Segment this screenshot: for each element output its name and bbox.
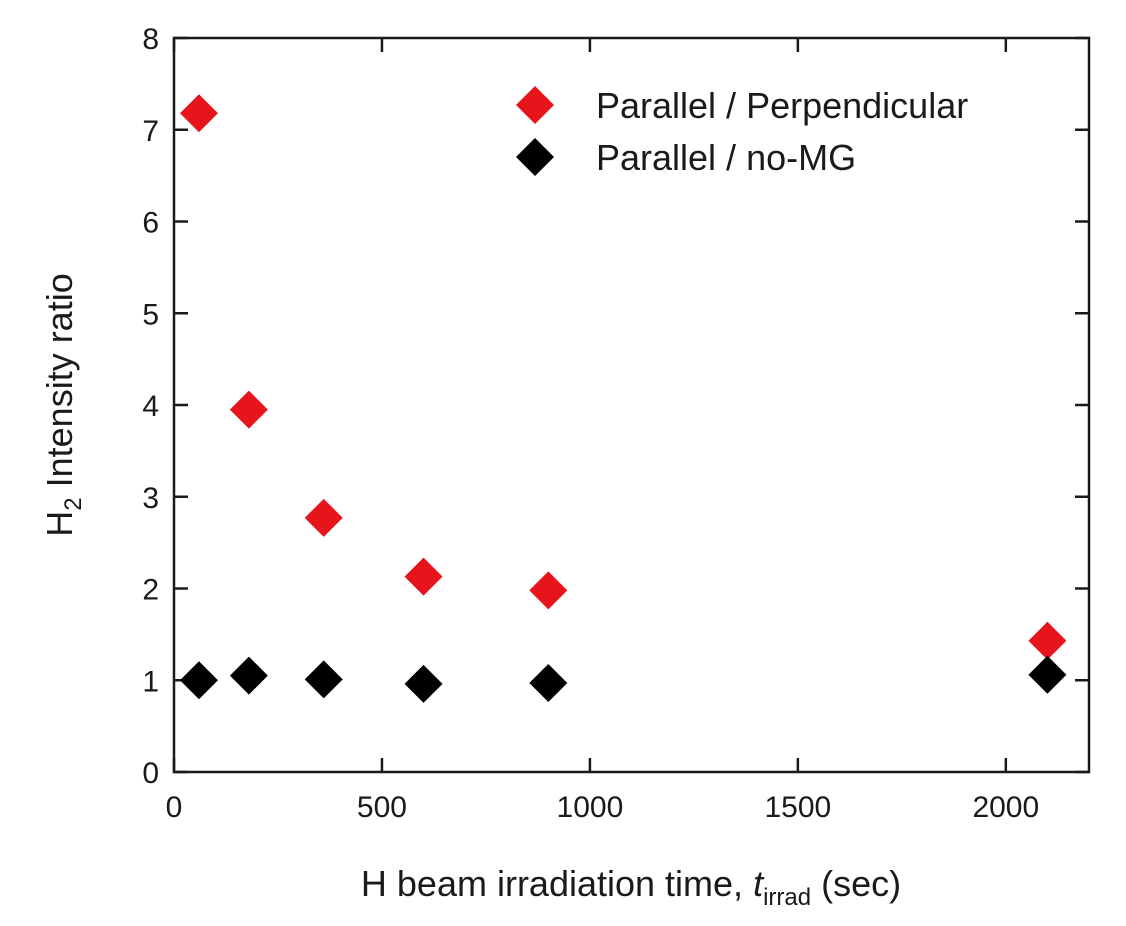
legend: Parallel / Perpendicular Parallel / no-MG	[516, 85, 968, 178]
y-tick-label: 3	[142, 482, 159, 515]
y-tick-label: 4	[142, 390, 159, 423]
axis-ticks: 0 500 1000 1500 2000 0 1 2 3 4 5 6 7 8	[142, 23, 1089, 824]
y-tick-label: 7	[142, 115, 159, 148]
data-point-series-2	[304, 660, 343, 699]
x-tick-label: 500	[357, 791, 407, 824]
data-point-series-1	[304, 498, 343, 537]
data-point-series-2	[1028, 655, 1067, 694]
y-tick-label: 8	[142, 23, 159, 56]
legend-label-series-2: Parallel / no-MG	[596, 137, 856, 178]
data-point-series-1	[229, 390, 268, 429]
legend-marker-series-1	[516, 86, 554, 124]
x-tick-label: 2000	[972, 791, 1039, 824]
data-point-series-1	[529, 571, 568, 610]
data-points	[179, 94, 1067, 703]
data-point-series-1	[404, 557, 443, 596]
data-point-series-2	[179, 661, 218, 700]
data-point-series-2	[229, 656, 268, 695]
data-point-series-1	[1028, 621, 1067, 660]
y-tick-label: 1	[142, 665, 159, 698]
y-axis-label: H2 Intensity ratio	[39, 273, 87, 536]
legend-marker-series-2	[516, 138, 554, 176]
x-tick-label: 0	[166, 791, 183, 824]
data-point-series-1	[179, 94, 218, 133]
x-tick-label: 1000	[557, 791, 624, 824]
y-tick-label: 6	[142, 207, 159, 240]
y-tick-label: 5	[142, 298, 159, 331]
x-axis-label: H beam irradiation time, tirrad (sec)	[361, 863, 901, 911]
x-tick-label: 1500	[764, 791, 831, 824]
legend-label-series-1: Parallel / Perpendicular	[596, 85, 968, 126]
data-point-series-2	[404, 664, 443, 703]
data-point-series-2	[529, 664, 568, 703]
y-tick-label: 0	[142, 757, 159, 790]
y-tick-label: 2	[142, 574, 159, 607]
